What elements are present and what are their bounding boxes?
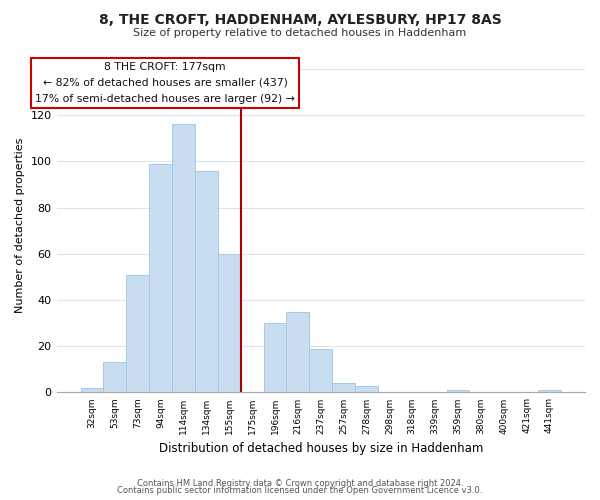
- Bar: [332, 383, 355, 392]
- Bar: [149, 164, 172, 392]
- Bar: [80, 388, 103, 392]
- Bar: [446, 390, 469, 392]
- Bar: [538, 390, 561, 392]
- Text: 8 THE CROFT: 177sqm
← 82% of detached houses are smaller (437)
17% of semi-detac: 8 THE CROFT: 177sqm ← 82% of detached ho…: [35, 62, 295, 104]
- Bar: [127, 274, 149, 392]
- Bar: [310, 348, 332, 393]
- Text: 8, THE CROFT, HADDENHAM, AYLESBURY, HP17 8AS: 8, THE CROFT, HADDENHAM, AYLESBURY, HP17…: [98, 12, 502, 26]
- Text: Size of property relative to detached houses in Haddenham: Size of property relative to detached ho…: [133, 28, 467, 38]
- Bar: [355, 386, 378, 392]
- Bar: [286, 312, 310, 392]
- Bar: [218, 254, 241, 392]
- Bar: [172, 124, 195, 392]
- Text: Contains HM Land Registry data © Crown copyright and database right 2024.: Contains HM Land Registry data © Crown c…: [137, 478, 463, 488]
- Y-axis label: Number of detached properties: Number of detached properties: [15, 138, 25, 312]
- Bar: [195, 170, 218, 392]
- Bar: [103, 362, 127, 392]
- Text: Contains public sector information licensed under the Open Government Licence v3: Contains public sector information licen…: [118, 486, 482, 495]
- Bar: [263, 323, 286, 392]
- X-axis label: Distribution of detached houses by size in Haddenham: Distribution of detached houses by size …: [158, 442, 483, 455]
